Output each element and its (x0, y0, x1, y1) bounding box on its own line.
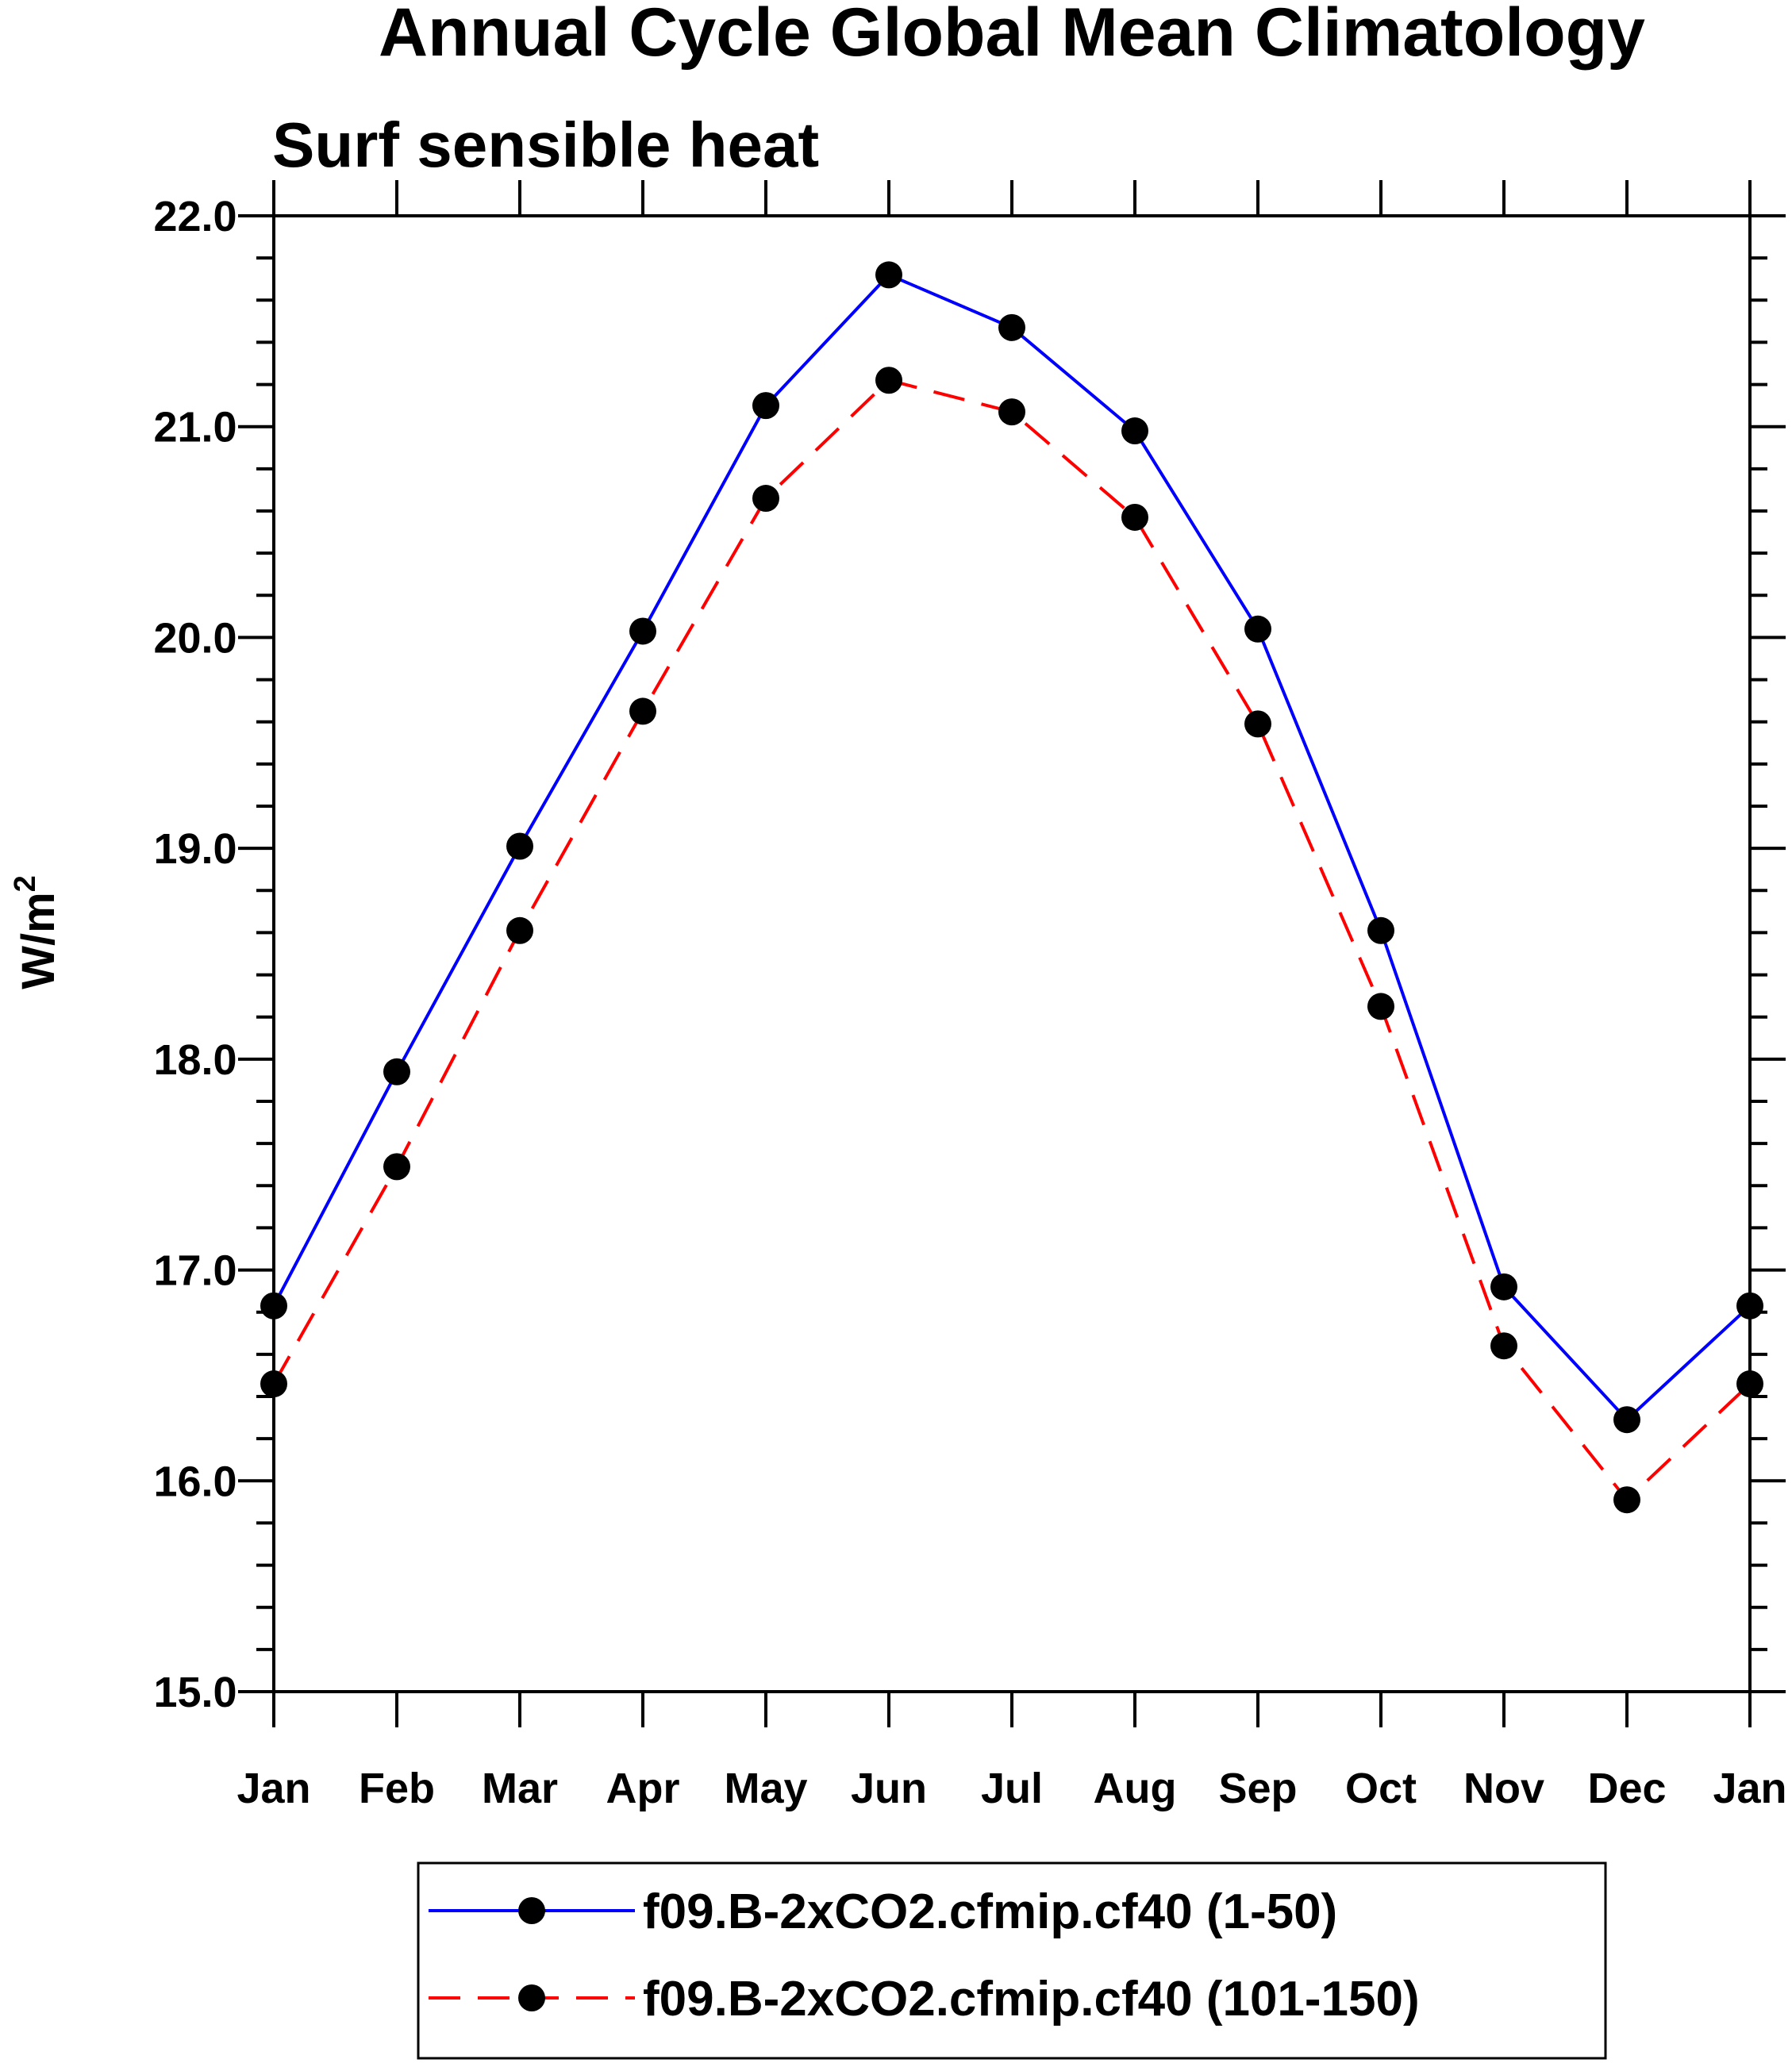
x-tick-label: Oct (1345, 1765, 1417, 1812)
x-tick-label: Jul (981, 1765, 1043, 1812)
series-2-point (752, 485, 779, 513)
series-1-point (1490, 1273, 1517, 1300)
series-2-point (1613, 1486, 1640, 1514)
series-2-point (1490, 1332, 1517, 1360)
x-tick-label: Jan (1713, 1765, 1786, 1812)
plot-frame (272, 214, 1752, 1693)
series-layer (260, 261, 1763, 1514)
legend-label-1: f09.B-2xCO2.cfmip.cf40 (1-50) (643, 1884, 1337, 1939)
x-tick-label: Aug (1094, 1765, 1177, 1812)
series-2-point (1367, 993, 1394, 1020)
labels-layer: Jan Feb Mar Apr May Jun Jul Aug Sep Oct Nov Dec Jan 1… (153, 193, 1786, 1812)
series-2-point (383, 1153, 410, 1181)
y-tick-label: 18.0 (153, 1036, 236, 1084)
y-axis-label-superscript: 2 (9, 875, 42, 892)
x-tick-label: Mar (482, 1765, 558, 1812)
legend-label-2: f09.B-2xCO2.cfmip.cf40 (101-150) (643, 1972, 1420, 2027)
y-tick-label: 17.0 (153, 1247, 236, 1295)
series-1-point (752, 392, 779, 420)
y-axis-label: W/m (13, 892, 64, 989)
x-tick-label: Jan (236, 1765, 310, 1812)
x-tick-label: Nov (1463, 1765, 1544, 1812)
series-1-point (1244, 615, 1271, 643)
series-1-point (506, 832, 533, 860)
series-1-point (1613, 1406, 1640, 1434)
series-1-point (875, 261, 902, 289)
chart-subtitle: Surf sensible heat (272, 109, 819, 180)
y-tick-label: 22.0 (153, 193, 236, 240)
series-1-point (1367, 916, 1394, 944)
y-tick-label: 20.0 (153, 614, 236, 662)
legend-box (417, 1861, 1607, 2060)
y-tick-label: 15.0 (153, 1669, 236, 1716)
x-tick-label: Sep (1218, 1765, 1297, 1812)
series-2-point (506, 916, 533, 944)
series-1-point (383, 1058, 410, 1085)
series-1-point (629, 617, 656, 645)
x-tick-label: Dec (1587, 1765, 1666, 1812)
y-tick-label: 21.0 (153, 404, 236, 451)
series-2-point (1121, 503, 1148, 531)
series-line-2 (272, 378, 1752, 1503)
y-axis-title: W/m2 (9, 875, 64, 989)
legend-marker-1 (518, 1897, 545, 1924)
series-2-point (1244, 710, 1271, 738)
y-tick-label: 16.0 (153, 1458, 236, 1505)
series-line-1 (272, 273, 1752, 1423)
x-tick-label: Feb (359, 1765, 435, 1812)
chart-title: Annual Cycle Global Mean Climatology (379, 0, 1645, 71)
x-tick-label: Apr (606, 1765, 680, 1812)
svg-text:W/m2: W/m2 (9, 875, 64, 989)
series-2-point (629, 697, 656, 725)
series-1-point (1121, 417, 1148, 445)
ticks-layer (238, 180, 1786, 1727)
legend-marker-2 (518, 1984, 545, 2011)
series-1-point (998, 313, 1025, 341)
x-tick-label: Jun (851, 1765, 927, 1812)
x-tick-label: May (724, 1765, 807, 1812)
legend: f09.B-2xCO2.cfmip.cf40 (1-50) f09.B-2xCO2… (429, 1884, 1420, 2027)
y-tick-label: 19.0 (153, 825, 236, 873)
series-2-point (998, 398, 1025, 426)
series-2-point (875, 367, 902, 394)
